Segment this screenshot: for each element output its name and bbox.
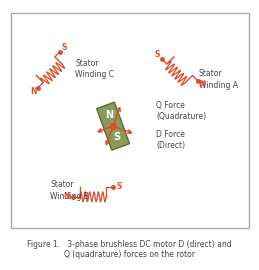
- Text: S: S: [155, 50, 160, 59]
- Text: S: S: [114, 132, 121, 142]
- Text: Q Force
(Quadrature): Q Force (Quadrature): [156, 101, 206, 121]
- Text: N: N: [31, 87, 37, 96]
- Text: D Force
(Direct): D Force (Direct): [156, 130, 185, 150]
- Text: Stator
Winding B: Stator Winding B: [50, 180, 89, 201]
- Text: N: N: [105, 110, 113, 120]
- Text: S: S: [61, 43, 67, 52]
- Bar: [11, 13, 249, 228]
- Text: Q (quadrature) forces on the rotor: Q (quadrature) forces on the rotor: [64, 249, 195, 259]
- Text: N: N: [63, 192, 70, 201]
- Text: Stator
Winding C: Stator Winding C: [75, 59, 114, 79]
- Text: Figure 1.   3-phase brushless DC motor D (direct) and: Figure 1. 3-phase brushless DC motor D (…: [27, 240, 232, 249]
- Text: N: N: [198, 80, 205, 89]
- Bar: [97, 102, 130, 150]
- Text: S: S: [117, 183, 122, 191]
- Text: Stator
Winding A: Stator Winding A: [199, 69, 238, 90]
